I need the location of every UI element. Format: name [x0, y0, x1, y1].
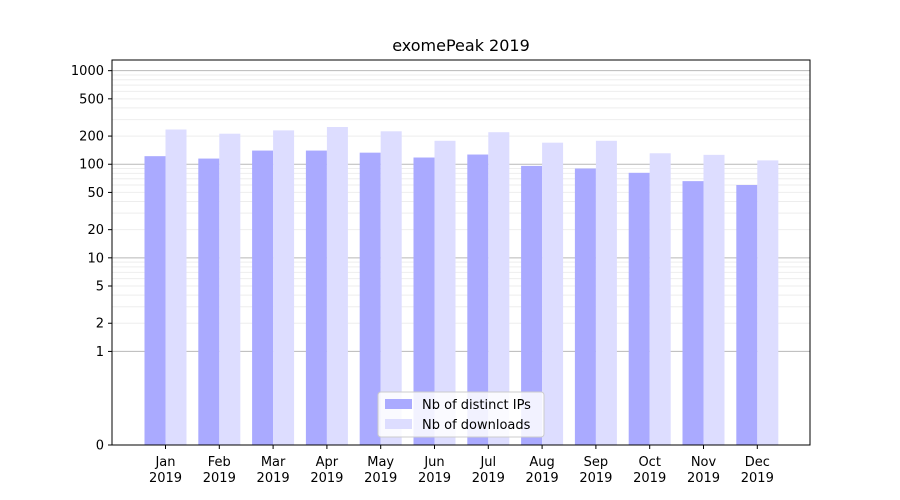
bar-distinct-ips	[359, 152, 381, 445]
x-tick-label-month: Nov	[691, 455, 717, 470]
bar-distinct-ips	[144, 156, 166, 445]
bar-distinct-ips	[574, 168, 596, 445]
x-tick-label-month: Oct	[638, 455, 660, 470]
x-tick-label-month: Sep	[584, 455, 609, 470]
y-tick-label: 200	[79, 130, 104, 145]
x-tick-label-year: 2019	[741, 471, 774, 486]
bar-downloads	[219, 133, 241, 446]
x-axis: Jan2019Feb2019Mar2019Apr2019May2019Jun20…	[149, 445, 774, 486]
y-tick-label: 1	[96, 345, 104, 360]
y-tick-label: 2	[96, 317, 104, 332]
y-tick-label: 1000	[71, 64, 104, 79]
bar-distinct-ips	[252, 150, 274, 445]
legend-box	[377, 391, 545, 438]
x-tick-label-year: 2019	[579, 471, 612, 486]
x-tick-label-year: 2019	[526, 471, 559, 486]
bar-distinct-ips	[413, 157, 435, 445]
x-tick-label-year: 2019	[364, 471, 397, 486]
legend-label: Nb of downloads	[422, 418, 531, 433]
x-tick-label-year: 2019	[203, 471, 236, 486]
legend-swatch	[385, 419, 412, 429]
y-tick-label: 100	[79, 158, 104, 173]
bar-distinct-ips	[521, 165, 543, 445]
y-tick-label: 20	[87, 223, 104, 238]
bar-downloads	[757, 160, 779, 445]
legend-label: Nb of distinct IPs	[422, 398, 531, 413]
x-tick-label-month: Jul	[479, 455, 496, 470]
chart-title: exomePeak 2019	[392, 36, 530, 55]
bar-downloads	[434, 140, 456, 445]
y-axis: 0 1 2 5 10 20 50 100 200 500 1000	[71, 64, 112, 454]
bar-downloads	[542, 142, 564, 445]
legend: Nb of distinct IPs Nb of downloads	[377, 391, 545, 438]
plot-frame	[111, 59, 811, 446]
bar-downloads	[326, 127, 348, 445]
bar-downloads	[165, 129, 187, 445]
bar-downloads	[703, 154, 725, 445]
y-tick-label: 5	[96, 280, 104, 295]
bar-distinct-ips	[682, 181, 704, 445]
x-tick-label-year: 2019	[687, 471, 720, 486]
x-tick-label-year: 2019	[633, 471, 666, 486]
x-tick-label-year: 2019	[310, 471, 343, 486]
y-tick-label: 0	[96, 439, 104, 454]
bar-distinct-ips	[305, 150, 327, 445]
bar-downloads	[273, 130, 295, 446]
x-tick-label-year: 2019	[257, 471, 290, 486]
bar-downloads	[649, 153, 671, 445]
x-tick-label-month: Mar	[261, 455, 286, 470]
bar-distinct-ips	[736, 185, 758, 445]
bar-distinct-ips	[467, 154, 489, 445]
y-tick-label: 500	[79, 92, 104, 107]
bar-downloads	[488, 132, 510, 445]
x-tick-label-month: Dec	[745, 455, 770, 470]
x-tick-label-month: Aug	[529, 455, 554, 470]
x-tick-label-year: 2019	[418, 471, 451, 486]
x-tick-label-month: Apr	[316, 455, 339, 470]
x-tick-label-month: May	[367, 455, 394, 470]
y-tick-label: 50	[87, 186, 104, 201]
x-tick-label-year: 2019	[149, 471, 182, 486]
y-tick-label: 10	[87, 251, 104, 266]
bar-distinct-ips	[628, 172, 650, 445]
x-tick-label-month: Jun	[423, 455, 444, 470]
bar-distinct-ips	[198, 158, 220, 445]
x-tick-label-month: Feb	[208, 455, 231, 470]
bar-downloads	[380, 131, 402, 445]
legend-swatch	[385, 399, 412, 409]
x-tick-label-year: 2019	[472, 471, 505, 486]
bar-downloads	[595, 140, 617, 445]
x-tick-label-month: Jan	[154, 455, 175, 470]
bars	[144, 127, 779, 446]
